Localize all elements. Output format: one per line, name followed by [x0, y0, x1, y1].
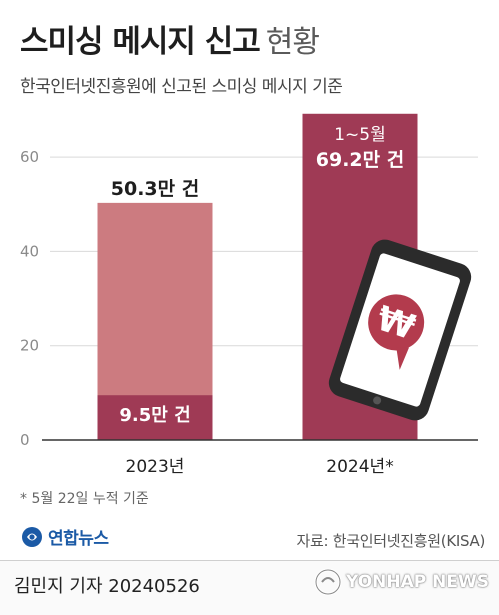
x-tick-label: 2023년 — [126, 457, 185, 477]
y-tick-label: 60 — [20, 148, 39, 166]
phone-button — [373, 396, 382, 405]
y-tick-label: 40 — [20, 242, 39, 260]
y-tick-label: 0 — [20, 431, 30, 449]
data-label: 1~5월 — [334, 125, 386, 145]
data-label: 50.3만 건 — [111, 178, 199, 200]
y-tick-label: 20 — [20, 337, 39, 355]
title-main: 스미싱 메시지 신고 — [20, 24, 261, 60]
phone-won-icon: ₩ — [328, 239, 472, 421]
chart-title: 스미싱 메시지 신고 현황 — [20, 16, 320, 61]
source-note: 자료: 한국인터넷진흥원(KISA) — [296, 532, 486, 550]
watermark-logo-icon — [314, 568, 342, 596]
footnote: * 5월 22일 누적 기준 — [20, 491, 149, 507]
bar-highlight — [97, 395, 213, 440]
yonhap-logo-icon — [22, 526, 42, 547]
yonhap-logo: 연합뉴스 — [20, 524, 109, 549]
credit-bar — [0, 560, 499, 615]
data-label: 69.2만 건 — [316, 149, 404, 171]
x-tick-label: 2024년* — [326, 457, 393, 477]
chart-subtitle: 한국인터넷진흥원에 신고된 스미싱 메시지 기준 — [20, 77, 343, 97]
bar-chart: 0 20 40 60 50.3만 건 9.5만 건 2023년 1~5월 69.2만 건 2024… — [20, 113, 478, 477]
title-sub: 현황 — [265, 25, 320, 60]
speech-bubble-tail — [396, 347, 409, 370]
logo-text: 연합뉴스 — [48, 529, 109, 549]
data-label: 9.5만 건 — [119, 405, 190, 426]
watermark: YONHAP NEWS — [314, 568, 489, 596]
speech-bubble — [368, 294, 425, 351]
watermark-text: YONHAP NEWS — [346, 572, 489, 592]
author-credit: 김민지 기자 20240526 — [14, 576, 200, 597]
